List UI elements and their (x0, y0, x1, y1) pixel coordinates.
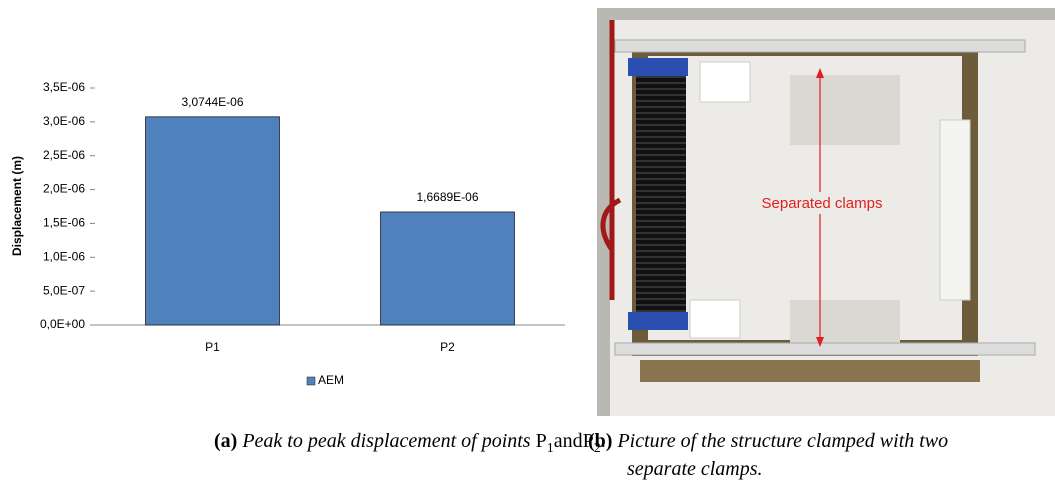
y-tick-label: 3,5E-06 (43, 80, 85, 94)
caption-text: P (536, 430, 547, 452)
y-tick-label: 2,5E-06 (43, 148, 85, 162)
caption-text: and (554, 430, 583, 452)
value-label: 3,0744E-06 (181, 95, 243, 109)
caption-subscript: 1 (547, 441, 554, 456)
y-tick-label: 0,0E+00 (40, 317, 85, 331)
caption-b: (b) Picture of the structure clamped with… (588, 430, 948, 452)
bar-chart: Displacement (m) 0,0E+00 5,0E-07 1,0E-06 1,… (10, 80, 565, 387)
legend-label: AEM (318, 373, 344, 387)
caption-b-line: separate clamps. (627, 458, 763, 480)
bar (380, 211, 515, 326)
caption-a: (a) Peak to peak displacement of points P… (214, 430, 606, 456)
x-tick-label: P1 (205, 340, 220, 354)
caption-subscript: 2 (594, 441, 601, 456)
y-tick-label: 5,0E-07 (43, 283, 85, 297)
value-label: 1,6689E-06 (416, 190, 478, 204)
caption-text: Peak to peak displacement of points (241, 430, 535, 452)
photo: Separated clamps (597, 8, 1055, 416)
y-tick-label: 1,0E-06 (43, 249, 85, 263)
caption-text: . (601, 430, 606, 452)
y-tick-label: 1,5E-06 (43, 216, 85, 230)
y-tick-label: 3,0E-06 (43, 114, 85, 128)
caption-text: P (583, 430, 594, 452)
legend-swatch (306, 376, 316, 386)
photo-annotation: Separated clamps (762, 195, 883, 212)
y-axis-label: Displacement (m) (10, 156, 24, 256)
y-tick-label: 2,0E-06 (43, 182, 85, 196)
caption-text: Picture of the structure clamped with tw… (616, 430, 948, 452)
x-tick-label: P2 (440, 340, 455, 354)
caption-label: (a) (214, 430, 237, 452)
bar (145, 116, 280, 326)
caption-label: (b) (588, 430, 612, 452)
